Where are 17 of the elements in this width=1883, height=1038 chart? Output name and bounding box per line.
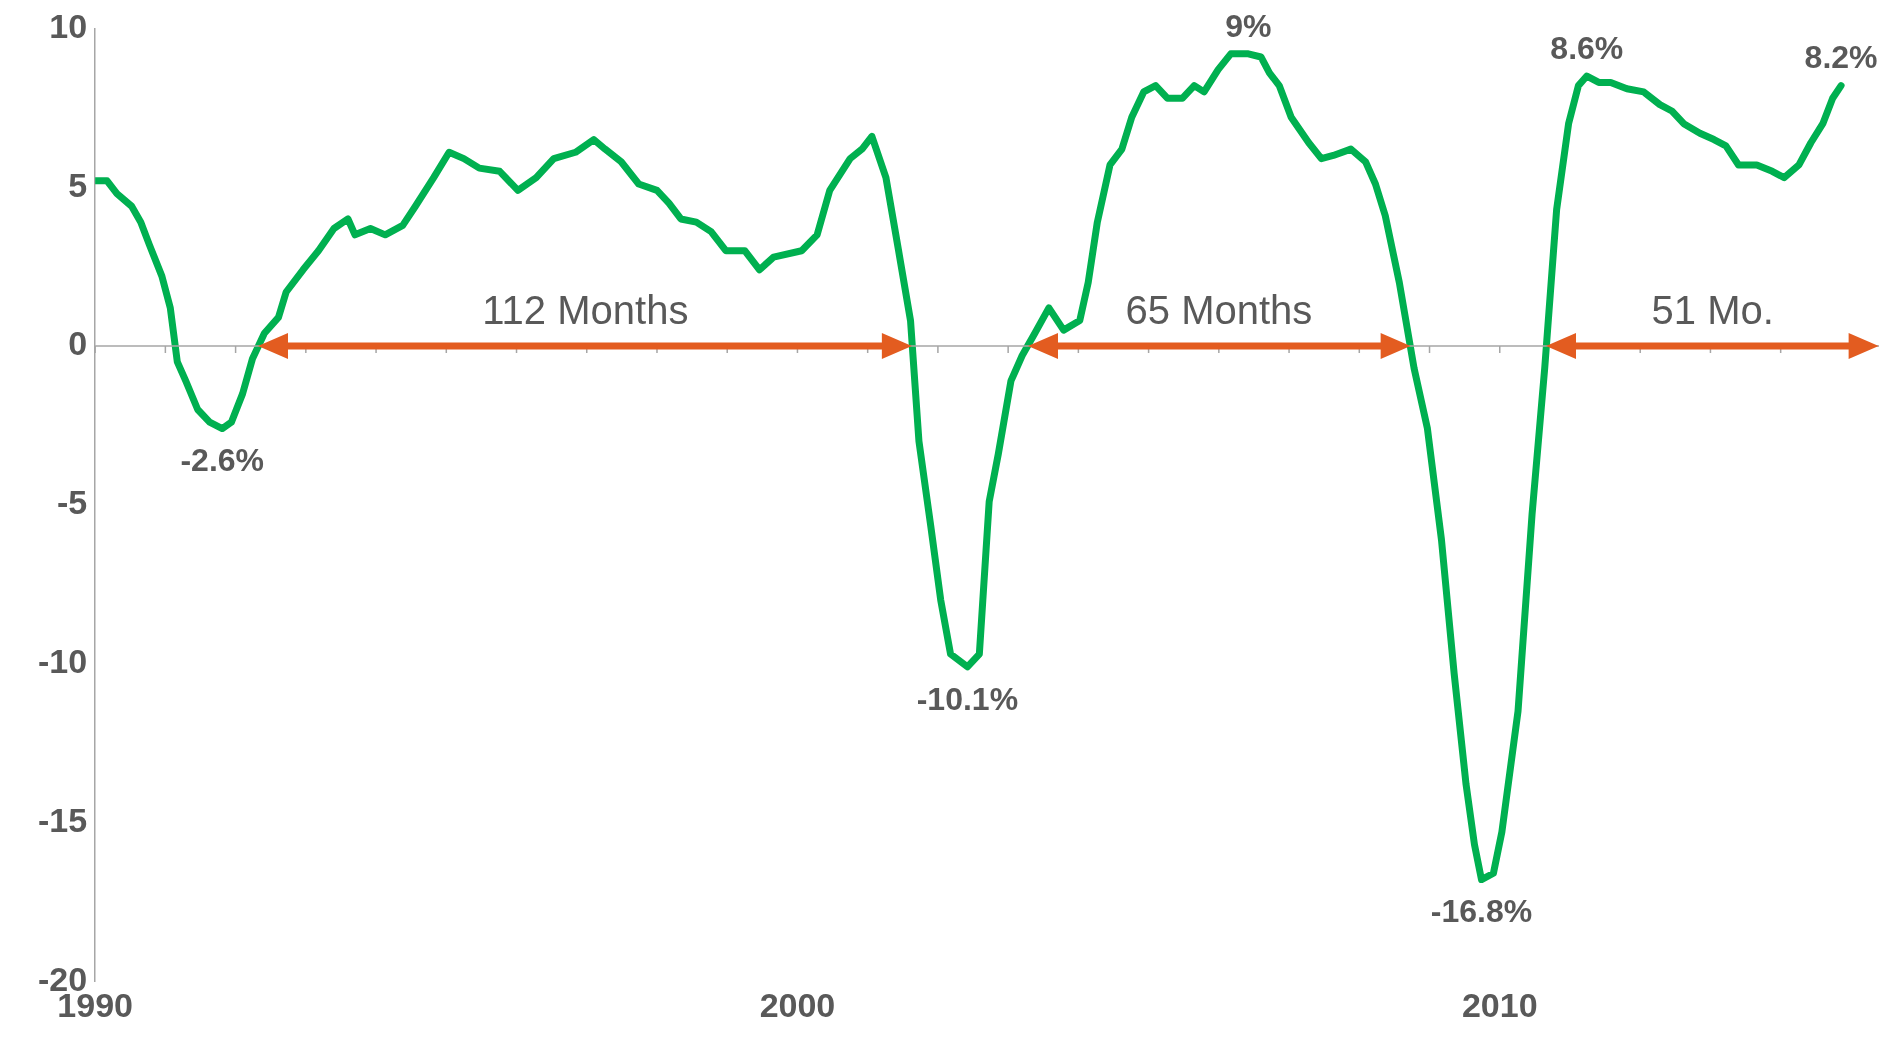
y-tick-label: 10 xyxy=(49,6,88,45)
y-tick-label: 5 xyxy=(68,165,88,204)
annotation: 65 Months xyxy=(1125,288,1313,333)
annotation: 8.2% xyxy=(1804,39,1878,76)
y-tick-label: -5 xyxy=(56,483,88,522)
y-tick-label: 0 xyxy=(68,324,88,363)
y-tick-label: -10 xyxy=(38,641,88,680)
x-tick-label: 2000 xyxy=(759,985,836,1024)
annotation: -2.6% xyxy=(180,442,265,479)
annotation: -16.8% xyxy=(1430,893,1533,930)
annotation: 8.6% xyxy=(1550,29,1624,66)
x-tick-label: 2010 xyxy=(1461,985,1538,1024)
annotation: 9% xyxy=(1225,7,1272,44)
annotation: 112 Months xyxy=(482,288,689,333)
annotation: -10.1% xyxy=(916,680,1019,717)
annotation: 51 Mo. xyxy=(1651,288,1774,333)
y-tick-label: -15 xyxy=(38,800,88,839)
